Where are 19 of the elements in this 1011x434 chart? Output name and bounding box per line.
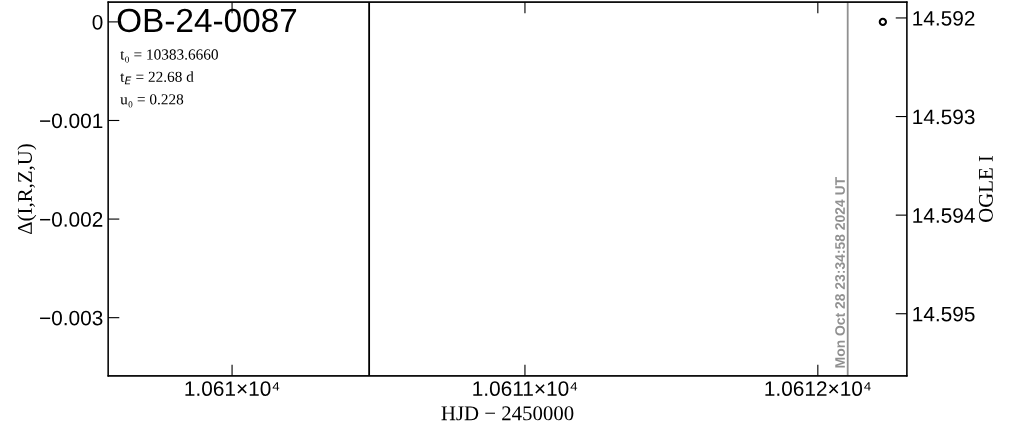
y-tick-label: −0.001 <box>40 113 103 129</box>
y-tick-label: −0.002 <box>40 212 103 227</box>
y-tick-label: 0 <box>92 14 103 30</box>
y2-tick-label: 14.593 <box>913 109 975 125</box>
annotation: t$_{E}$ = 22.68 d <box>120 71 194 85</box>
x-tick-label: 1.0611×10⁴ <box>473 381 578 397</box>
y-axis-title: Δ(I,R,Z,U) <box>17 144 37 234</box>
x-tick-label: 1.061×10⁴ <box>185 381 280 397</box>
y2-tick-label: 14.595 <box>913 306 975 322</box>
y-tick-label: −0.003 <box>40 310 103 326</box>
annotation: t₀ = 10383.6660 <box>120 49 218 63</box>
chart-title: OB-24-0087 <box>117 8 297 33</box>
x-tick-label: 1.0612×10⁴ <box>765 381 871 397</box>
y2-tick-label: 14.594 <box>913 208 975 223</box>
annotation: u₀ = 0.228 <box>120 94 184 108</box>
y2-tick-label: 14.592 <box>913 10 975 26</box>
y2-axis-title: OGLE I <box>978 155 993 222</box>
annotation: Mon Oct 28 23:34:58 2024 UT <box>835 177 845 368</box>
x-axis-title: HJD − 2450000 <box>441 406 574 421</box>
